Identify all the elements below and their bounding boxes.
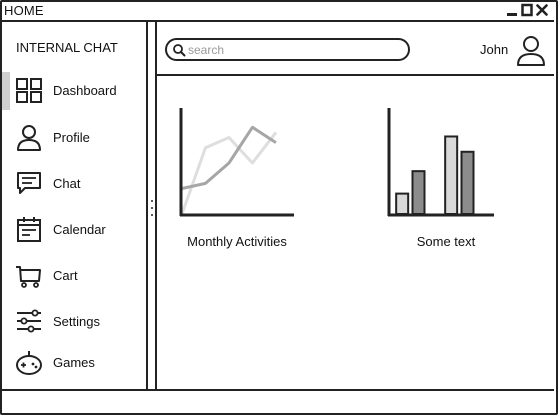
sidebar-item-label: Chat (53, 176, 80, 191)
window-controls (506, 3, 548, 17)
bar-2 (413, 171, 425, 214)
sidebar-item-profile[interactable]: Profile (0, 119, 146, 155)
sidebar-item-label: Calendar (53, 222, 106, 237)
sidebar-item-label: Dashboard (53, 83, 117, 98)
maximize-icon[interactable] (521, 3, 533, 17)
sidebar-item-label: Games (53, 355, 95, 370)
bar-4 (445, 136, 457, 214)
user-name[interactable]: John (480, 42, 508, 57)
user-icon (15, 123, 43, 151)
calendar-icon (15, 215, 43, 243)
active-indicator (2, 72, 10, 110)
sidebar-item-cart[interactable]: Cart (0, 257, 146, 293)
sidebar-item-label: Settings (53, 314, 100, 329)
sidebar-item-dashboard[interactable]: Dashboard (0, 72, 146, 108)
title-bar: HOME (0, 0, 554, 22)
sidebar-item-calendar[interactable]: Calendar (0, 211, 146, 247)
chat-icon (15, 169, 43, 197)
sidebar-item-label: Cart (53, 268, 78, 283)
window-title: HOME (4, 3, 44, 18)
search-box[interactable] (165, 38, 410, 61)
cart-icon (15, 261, 43, 289)
search-input[interactable] (188, 41, 403, 58)
user-avatar-icon[interactable] (515, 34, 547, 66)
resize-handle[interactable] (150, 200, 154, 216)
widget-label: Monthly Activities (176, 234, 298, 249)
minimize-icon[interactable] (506, 3, 518, 17)
bar-chart (386, 104, 496, 220)
sidebar-item-settings[interactable]: Settings (0, 303, 146, 339)
gamepad-icon (15, 348, 43, 376)
sidebar-item-label: Profile (53, 130, 90, 145)
line-series-2 (182, 132, 276, 214)
search-icon (172, 43, 186, 57)
header-divider (157, 74, 554, 76)
close-icon[interactable] (536, 3, 548, 17)
sliders-icon (15, 307, 43, 335)
bar-1 (396, 194, 408, 214)
dashboard-icon (15, 76, 43, 104)
sidebar-item-chat[interactable]: Chat (0, 165, 146, 201)
widget-label: Some text (386, 234, 506, 249)
sidebar-header: INTERNAL CHAT (16, 40, 118, 55)
sidebar-item-games[interactable]: Games (0, 344, 146, 380)
bar-5 (462, 152, 474, 214)
monthly-activities-chart (178, 104, 296, 220)
status-bar-divider (0, 389, 554, 391)
